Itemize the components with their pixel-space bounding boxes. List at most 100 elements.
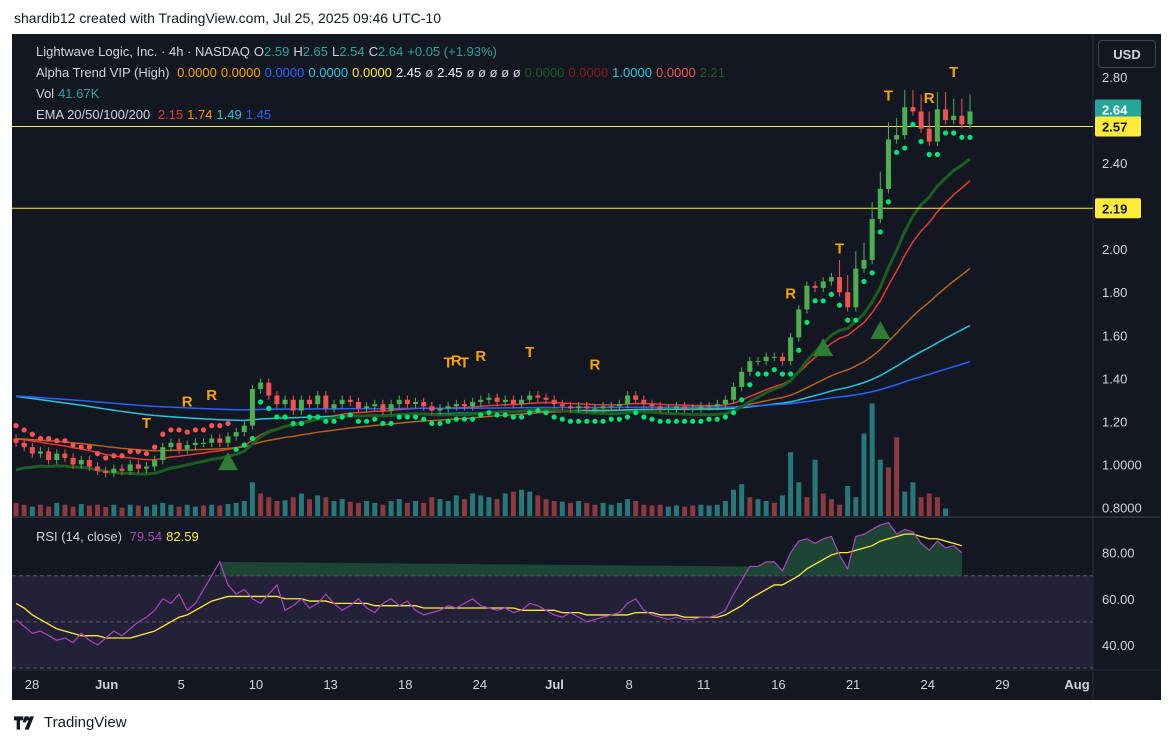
legend-change: +0.05 (+1.93%) [407,44,497,59]
signal-marker-12: R [924,90,935,107]
legend-ema-label[interactable]: EMA 20/50/100/200 [36,107,151,122]
candle-body [396,399,402,405]
candle-body [143,466,149,469]
candle-body [176,442,182,450]
trail-dot [62,438,68,444]
volume-bar [339,499,345,516]
trail-dot [739,397,745,403]
signal-marker-13: T [949,64,958,81]
trail-dot [535,407,541,414]
price-badge-text-0: 2.64 [1102,102,1128,117]
volume-bar [421,502,427,516]
trail-dot [421,416,427,422]
trail-dot [445,418,451,424]
legend-rsi-label[interactable]: RSI (14, close) [36,529,122,544]
candle-body [62,453,68,458]
trail-dot [152,444,158,450]
volume-bar [453,495,459,516]
rsi-tick-label: 60.00 [1102,592,1135,607]
candle-body [225,436,231,443]
trail-dot [478,412,484,418]
trail-dot [46,435,52,442]
legend-symbol[interactable]: Lightwave Logic, Inc. · 4h · NASDAQ [36,44,250,59]
volume-bar [135,505,141,516]
volume-bar [535,495,541,516]
trail-dot [290,420,296,427]
candle-body [404,399,410,405]
trail-dot [714,416,720,422]
volume-bar [13,502,19,516]
volume-bar [934,497,940,516]
candle-body [127,464,133,471]
trail-dot [241,442,247,448]
candle-body [682,406,688,409]
trail-dot [168,427,174,433]
chart-frame[interactable]: T R R T R T R T R R T T R T 2.80 2.40 2.00 1.80 1.60 1.40 1.… [12,34,1161,700]
trail-dot [641,414,647,420]
trail-dot [510,414,516,420]
volume-bar [331,501,337,516]
volume-bar [103,507,109,516]
trail-dot [657,418,663,424]
volume-bar [494,499,500,516]
volume-bar [274,501,280,516]
candle-body [152,460,158,467]
legend-vol-label[interactable]: Vol [36,86,55,101]
volume-bar [315,495,321,516]
trail-dot [665,418,671,424]
candle-body [266,382,272,396]
currency-button[interactable]: USD [1098,40,1156,68]
trail-dot [698,418,704,424]
candle-body [861,259,867,269]
candle-body [54,453,60,461]
candle-body [551,399,557,405]
candle-body [902,107,908,136]
volume-bar [192,506,198,516]
volume-bar [445,501,451,516]
legend-rsi-value-1: 82.59 [166,529,199,544]
trail-dot [608,416,614,422]
volume-bar [828,499,834,516]
candle-body [608,406,614,408]
volume-bar [551,501,557,516]
candle-body [527,395,533,400]
volume-bar [673,505,679,516]
candle-body [722,399,728,405]
price-badge-1[interactable] [1095,116,1141,137]
volume-bar [437,499,443,516]
legend-alpha-name[interactable]: Alpha Trend VIP (High) [36,65,170,80]
legend-alpha-value-11: 1.0000 [612,65,652,80]
volume-bar [763,501,769,516]
candle-body [168,442,174,448]
candle-body [307,399,313,405]
trail-dot [355,418,362,424]
volume-bar [739,484,745,516]
candle-body [29,447,35,454]
legend-alpha-value-5: 2.45 [395,65,422,80]
trail-dot [567,418,574,424]
candle-body [885,139,891,189]
time-tick-label: 10 [249,677,263,692]
trail-dot [967,134,973,140]
trail-dot [551,414,557,420]
trail-dot [225,420,231,427]
price-badge-2[interactable] [1095,198,1141,219]
trail-dot [576,418,582,424]
candle-body [486,397,492,400]
time-tick-label: 5 [178,677,185,692]
trail-dot [388,420,394,427]
time-tick-label: Aug [1064,677,1089,692]
time-tick-label: 24 [473,677,487,692]
volume-bar [641,504,647,516]
time-tick-label: Jul [545,677,564,692]
trail-dot [37,435,44,442]
candle-body [46,451,52,461]
candle-body [355,401,361,409]
candle-body [592,408,598,410]
volume-bar [209,504,215,516]
time-tick-label: 16 [771,677,785,692]
candle-body [649,404,655,407]
volume-bar [413,501,419,516]
trail-dot [918,138,924,145]
